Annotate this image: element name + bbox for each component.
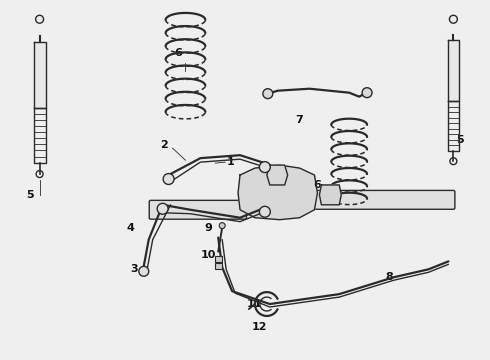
Text: 10: 10	[200, 251, 216, 260]
FancyBboxPatch shape	[215, 256, 222, 262]
Text: 5: 5	[26, 190, 33, 200]
Polygon shape	[448, 40, 459, 101]
FancyBboxPatch shape	[308, 190, 455, 209]
Polygon shape	[267, 165, 288, 185]
Circle shape	[139, 266, 149, 276]
Text: 7: 7	[295, 116, 303, 126]
Polygon shape	[34, 42, 46, 108]
Polygon shape	[319, 185, 341, 205]
Text: 2: 2	[160, 140, 168, 150]
Text: 12: 12	[252, 322, 268, 332]
Polygon shape	[238, 165, 318, 220]
Circle shape	[157, 203, 168, 214]
Circle shape	[263, 89, 273, 99]
Text: 1: 1	[226, 157, 234, 167]
Text: 6: 6	[174, 48, 182, 58]
Text: 6: 6	[314, 180, 321, 190]
Circle shape	[362, 88, 372, 98]
Circle shape	[163, 174, 174, 184]
Text: 11: 11	[247, 299, 263, 309]
FancyBboxPatch shape	[149, 201, 246, 219]
Text: 5: 5	[457, 135, 464, 145]
Text: 4: 4	[127, 222, 135, 233]
Text: 8: 8	[385, 272, 393, 282]
Text: 3: 3	[130, 264, 138, 274]
Text: 9: 9	[204, 222, 212, 233]
Circle shape	[259, 206, 270, 217]
Circle shape	[259, 162, 270, 172]
Circle shape	[219, 223, 225, 229]
FancyBboxPatch shape	[215, 263, 222, 269]
